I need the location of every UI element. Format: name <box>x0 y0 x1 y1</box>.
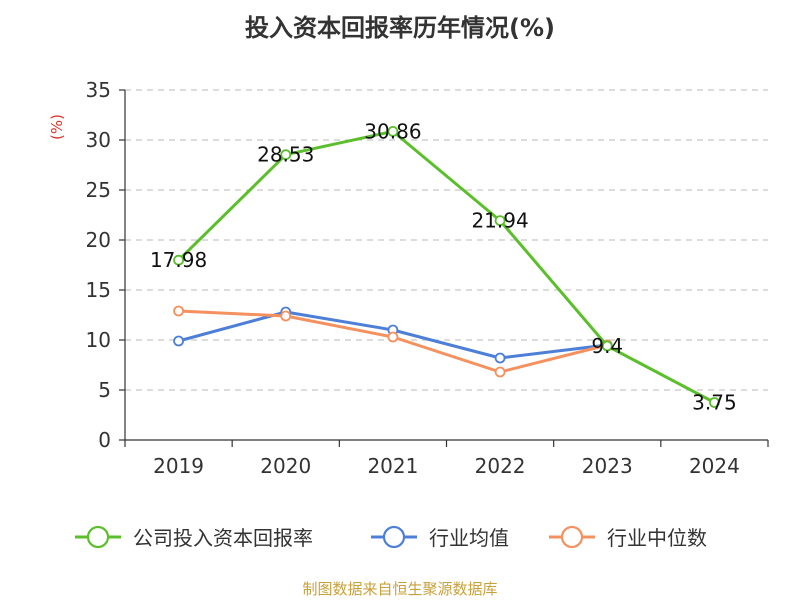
data-point <box>173 254 184 266</box>
data-point <box>173 335 184 347</box>
data-point <box>494 366 506 378</box>
data-point <box>601 340 613 352</box>
x-tick-label: 2024 <box>689 454 740 478</box>
x-tick-label: 2021 <box>367 454 418 478</box>
data-point <box>280 149 292 161</box>
y-tick-label: 10 <box>86 328 111 352</box>
chart-title: 投入资本回报率历年情况(%) <box>245 14 555 42</box>
legend-swatch-marker <box>560 525 584 549</box>
data-point <box>709 397 720 408</box>
data-point <box>494 352 506 364</box>
legend-label: 行业中位数 <box>607 526 707 550</box>
y-tick-label: 5 <box>98 378 111 402</box>
data-point <box>387 331 399 343</box>
y-tick-label: 30 <box>86 128 111 152</box>
legend-label: 公司投入资本回报率 <box>133 526 313 550</box>
y-tick-label: 25 <box>86 178 111 202</box>
data-label: 17.98 <box>150 248 207 272</box>
data-label: 30.86 <box>364 119 421 143</box>
data-label: 21.94 <box>471 209 528 233</box>
data-label: 9.4 <box>591 334 623 358</box>
data-point <box>387 125 399 137</box>
data-label: 3.75 <box>692 391 737 415</box>
x-tick-label: 2023 <box>582 454 633 478</box>
legend-swatch-marker <box>382 525 406 549</box>
legend-label: 行业均值 <box>429 526 509 550</box>
x-tick-label: 2022 <box>475 454 526 478</box>
legend-swatch-marker <box>86 525 110 549</box>
data-point <box>173 305 184 317</box>
source-note: 制图数据来自恒生聚源数据库 <box>302 580 498 598</box>
data-label: 28.53 <box>257 143 314 167</box>
y-axis-unit: (%) <box>48 114 66 140</box>
y-tick-label: 35 <box>86 78 111 102</box>
x-tick-label: 2020 <box>260 454 311 478</box>
y-tick-label: 0 <box>98 428 111 452</box>
data-point <box>494 215 506 227</box>
series-line-0 <box>177 129 716 404</box>
data-point <box>280 310 292 322</box>
x-tick-label: 2019 <box>153 454 204 478</box>
y-tick-label: 15 <box>86 278 111 302</box>
y-tick-label: 20 <box>86 228 111 252</box>
